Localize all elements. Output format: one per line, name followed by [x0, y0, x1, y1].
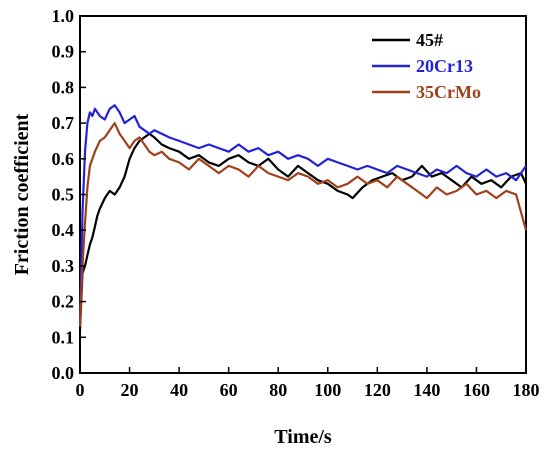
x-tick-label: 180	[513, 380, 540, 400]
y-tick-label: 0.4	[52, 220, 75, 240]
series-layer	[78, 104, 528, 331]
y-tick-label: 0.9	[52, 42, 75, 62]
series-line-2	[78, 122, 528, 327]
y-tick-label: 0.1	[52, 327, 75, 347]
x-tick-label: 80	[269, 380, 287, 400]
y-tick-label: 0.8	[52, 77, 75, 97]
legend-label-1: 20Cr13	[416, 56, 473, 76]
x-tick-label: 160	[463, 380, 490, 400]
series-line-0	[78, 132, 527, 331]
x-tick-label: 100	[314, 380, 341, 400]
y-axis: 0.0 0.1 0.2 0.3 0.4 0.5 0.6 0.7 0.8 0.9 1.0	[52, 6, 86, 383]
legend-label-2: 35CrMo	[416, 82, 481, 102]
y-tick-label: 0.3	[52, 256, 75, 276]
x-tick-label: 60	[220, 380, 238, 400]
x-tick-label: 40	[170, 380, 188, 400]
x-tick-label: 20	[121, 380, 139, 400]
y-tick-label: 0.0	[52, 363, 75, 383]
x-tick-label: 120	[364, 380, 391, 400]
y-axis-title: Friction coefficient	[11, 113, 33, 275]
y-tick-label: 1.0	[52, 6, 75, 26]
legend-label-0: 45#	[416, 30, 443, 50]
y-tick-label: 0.6	[52, 149, 75, 169]
x-tick-label: 140	[413, 380, 440, 400]
y-tick-label: 0.5	[52, 185, 75, 205]
x-axis-title: Time/s	[274, 426, 332, 448]
y-tick-label: 0.2	[52, 292, 75, 312]
series-line-1	[78, 104, 527, 320]
x-axis: 0 20 40 60 80 100 120 140 160 180	[76, 367, 540, 400]
x-tick-label: 0	[76, 380, 85, 400]
y-tick-label: 0.7	[52, 113, 75, 133]
legend: 45# 20Cr13 35CrMo	[372, 30, 481, 102]
